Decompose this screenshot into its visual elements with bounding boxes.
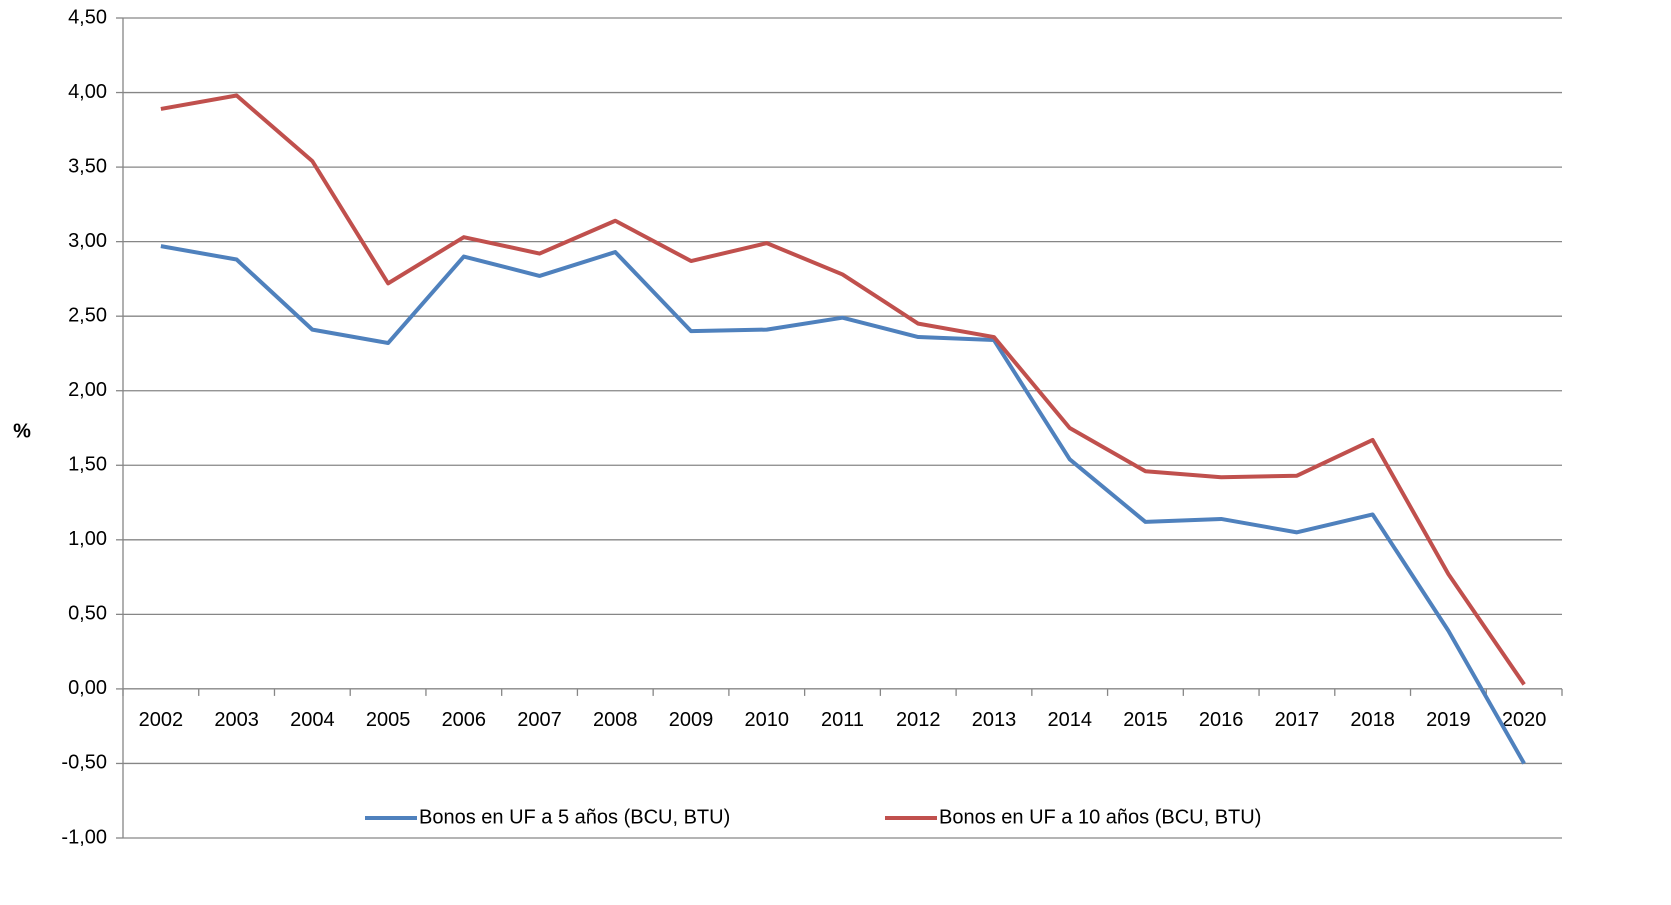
x-tick-label: 2013 <box>972 709 1017 731</box>
y-tick-label: 1,00 <box>68 528 107 550</box>
x-tick-label: 2014 <box>1047 709 1092 731</box>
y-tick-label: 1,50 <box>68 454 107 476</box>
x-tick-label: 2004 <box>290 709 335 731</box>
y-tick-label: 2,00 <box>68 379 107 401</box>
x-tick-label: 2015 <box>1123 709 1168 731</box>
x-tick-label: 2012 <box>896 709 941 731</box>
x-tick-label: 2009 <box>669 709 714 731</box>
legend-label: Bonos en UF a 5 años (BCU, BTU) <box>419 806 730 828</box>
y-tick-label: 4,00 <box>68 81 107 103</box>
x-tick-label: 2011 <box>821 709 864 731</box>
x-tick-label: 2007 <box>517 709 562 731</box>
x-tick-label: 2020 <box>1502 709 1547 731</box>
y-tick-label: 3,00 <box>68 230 107 252</box>
x-tick-label: 2016 <box>1199 709 1244 731</box>
x-tick-label: 2005 <box>366 709 411 731</box>
y-tick-label: 3,50 <box>68 155 107 177</box>
x-tick-label: 2019 <box>1426 709 1471 731</box>
y-tick-label: -1,00 <box>61 826 107 848</box>
legend-label: Bonos en UF a 10 años (BCU, BTU) <box>939 806 1261 828</box>
x-tick-label: 2018 <box>1350 709 1395 731</box>
x-tick-label: 2010 <box>745 709 790 731</box>
line-series <box>160 244 1526 765</box>
y-tick-label: 0,50 <box>68 603 107 625</box>
y-tick-label: -0,50 <box>61 752 107 774</box>
x-tick-label: 2003 <box>214 709 259 731</box>
x-tick-label: 2008 <box>593 709 638 731</box>
y-axis-label: % <box>13 420 31 442</box>
x-tick-label: 2006 <box>442 709 487 731</box>
y-tick-label: 2,50 <box>68 304 107 326</box>
x-tick-label: 2002 <box>139 709 184 731</box>
line-series <box>160 93 1526 686</box>
x-tick-label: 2017 <box>1275 709 1320 731</box>
y-tick-label: 4,50 <box>68 6 107 28</box>
y-tick-label: 0,00 <box>68 677 107 699</box>
